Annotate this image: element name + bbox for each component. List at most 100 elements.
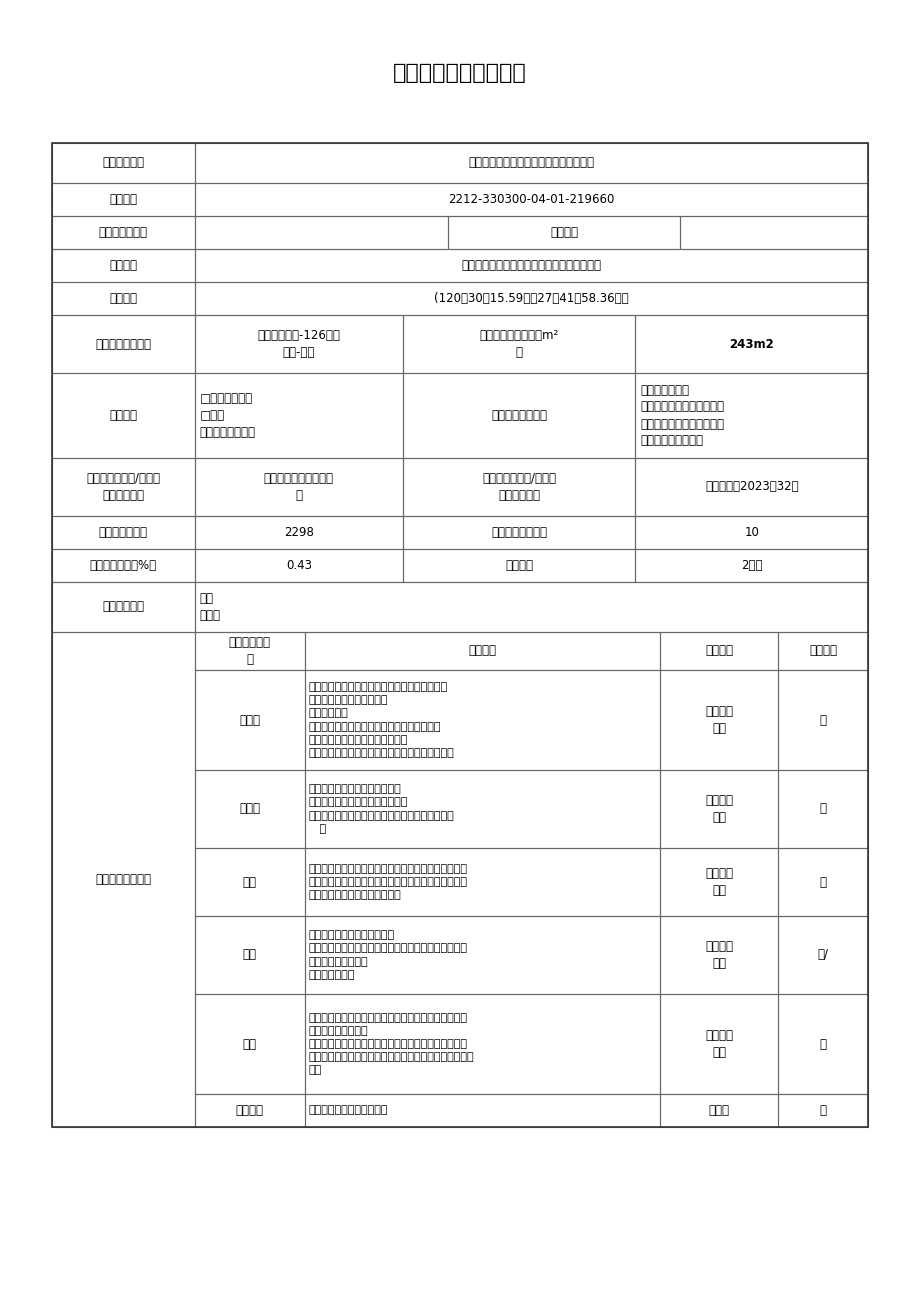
Bar [195,549,403,582]
Bar [304,670,659,770]
Text: 2298: 2298 [284,526,313,539]
Bar [52,143,867,1127]
Text: 项目审批（核准/备案）
文号（选填）: 项目审批（核准/备案） 文号（选填） [482,472,556,502]
Text: 环境风险: 环境风险 [235,1105,264,1118]
Bar [659,1094,777,1127]
Bar [52,549,195,582]
Bar [403,373,635,458]
Bar [635,458,867,516]
Bar [195,848,304,916]
Text: 设置情况: 设置情况 [808,644,836,657]
Text: 区否
口是：: 区否 口是： [199,592,221,622]
Text: 本项目不
涉及: 本项目不 涉及 [704,941,732,971]
Bar [195,183,867,216]
Text: 本项目不
涉及: 本项目不 涉及 [704,1029,732,1059]
Text: 无: 无 [819,1105,826,1118]
Bar [403,549,635,582]
Text: 建设项目名称: 建设项目名称 [102,156,144,169]
Text: 本项目不
涉及: 本项目不 涉及 [704,705,732,735]
Text: 温发改审（2023）32号: 温发改审（2023）32号 [704,480,798,493]
Bar [195,1094,304,1127]
Text: 水力发电：引水式发电、涉及调峰发电的项目；
人工湖、人工湿地：全部；
水库：全部；
引水工程：全部（配套的管线工程等除外）；
防洪除涝工程：包含水库的项目；
河: 水力发电：引水式发电、涉及调峰发电的项目； 人工湖、人工湿地：全部； 水库：全部… [309,682,454,758]
Text: 项目情况: 项目情况 [704,644,732,657]
Text: 是否开工建设: 是否开工建设 [102,601,144,614]
Bar [635,315,867,373]
Bar [52,516,195,549]
Bar [52,315,195,373]
Text: 噪声: 噪声 [243,1037,256,1050]
Text: 地下水: 地下水 [239,803,260,816]
Text: 温州市发展和改革委员
会: 温州市发展和改革委员 会 [264,472,334,502]
Bar [635,373,867,458]
Text: 无: 无 [819,1037,826,1050]
Text: 用地（用海）面积（m²
）: 用地（用海）面积（m² ） [479,329,558,359]
Text: 建设地点: 建设地点 [109,259,137,272]
Text: 地表水: 地表水 [239,713,260,726]
Text: 无: 无 [819,713,826,726]
Text: 建设项目申报情形: 建设项目申报情形 [491,409,547,422]
Bar [659,770,777,848]
Bar [52,282,195,315]
Bar [195,916,304,994]
Text: 油气、液体化工码头：全部；
干散货（含煤炭、矿石）、件杂、多用途、通用码头；
涉及粉尘、挥发性有
机物排放的项目: 油气、液体化工码头：全部； 干散货（含煤炭、矿石）、件杂、多用途、通用码头； 涉… [309,930,468,980]
Bar [777,670,867,770]
Bar [195,516,403,549]
Bar [195,282,867,315]
Text: 无/: 无/ [817,948,828,961]
Bar [659,848,777,916]
Text: 项目代码: 项目代码 [109,193,137,206]
Bar [195,373,403,458]
Bar [304,770,659,848]
Bar [195,216,448,248]
Bar [635,549,867,582]
Text: 区首次申报项目
口不予批准后再次申报项目
口超五年重新审核项目口重
大变动重新报批项目: 区首次申报项目 口不予批准后再次申报项目 口超五年重新审核项目口重 大变动重新报… [640,384,723,448]
Bar [195,458,403,516]
Text: 联系方式: 联系方式 [550,226,577,239]
Text: 243m2: 243m2 [729,337,773,350]
Text: 温州市平阳县昆阳镇西坑店村（北山泵站内）: 温州市平阳县昆阳镇西坑店村（北山泵站内） [461,259,601,272]
Bar [52,143,195,183]
Text: 环保投资占比（%）: 环保投资占比（%） [90,559,157,572]
Text: 五十一、水利-126引水
工程-其他: 五十一、水利-126引水 工程-其他 [257,329,340,359]
Bar [659,670,777,770]
Bar [777,916,867,994]
Text: 专项评价设置情况: 专项评价设置情况 [96,873,152,886]
Text: 总投资（万元）: 总投资（万元） [99,526,148,539]
Bar [403,458,635,516]
Text: 生态: 生态 [243,876,256,889]
Bar [195,248,867,282]
Bar [635,516,867,549]
Bar [304,994,659,1094]
Text: 地理坐标: 地理坐标 [109,291,137,304]
Bar [304,916,659,994]
Bar [403,315,635,373]
Text: 设置原则: 设置原则 [468,644,496,657]
Bar [777,848,867,916]
Bar [52,632,195,1127]
Text: □新建（迁建）
□改建
区扩建口技术改造: □新建（迁建） □改建 区扩建口技术改造 [199,392,255,438]
Text: 无: 无 [819,876,826,889]
Bar [52,458,195,516]
Bar [195,770,304,848]
Bar [659,632,777,670]
Text: 公路、铁路、机场等交通运输业涉及环境敏感区（以居
住、医疗卫生、文化
教育、科研、行政办公为主要功能的区域）的项目；城
市道路（不含维护，不含支路、人行天桥、人: 公路、铁路、机场等交通运输业涉及环境敏感区（以居 住、医疗卫生、文化 教育、科研… [309,1012,474,1076]
Bar [52,183,195,216]
Text: 本项目不
涉及: 本项目不 涉及 [704,794,732,824]
Text: 环保投资（万元）: 环保投资（万元） [491,526,547,539]
Bar [403,516,635,549]
Text: 大气: 大气 [243,948,256,961]
Text: (120度30分15.59秒，27度41分58.36秒）: (120度30分15.59秒，27度41分58.36秒） [434,291,628,304]
Text: 0.43: 0.43 [286,559,312,572]
Text: 专项评价的类
别: 专项评价的类 别 [229,636,270,666]
Text: 10: 10 [743,526,758,539]
Bar [52,373,195,458]
Text: 建设单位联系人: 建设单位联系人 [99,226,148,239]
Bar [195,582,867,632]
Bar [304,1094,659,1127]
Text: 施工工期: 施工工期 [505,559,533,572]
Text: 2个月: 2个月 [740,559,762,572]
Bar [195,315,403,373]
Bar [777,1094,867,1127]
Bar [52,248,195,282]
Text: 项目审批（核准/备案）
部门（选填）: 项目审批（核准/备案） 部门（选填） [86,472,160,502]
